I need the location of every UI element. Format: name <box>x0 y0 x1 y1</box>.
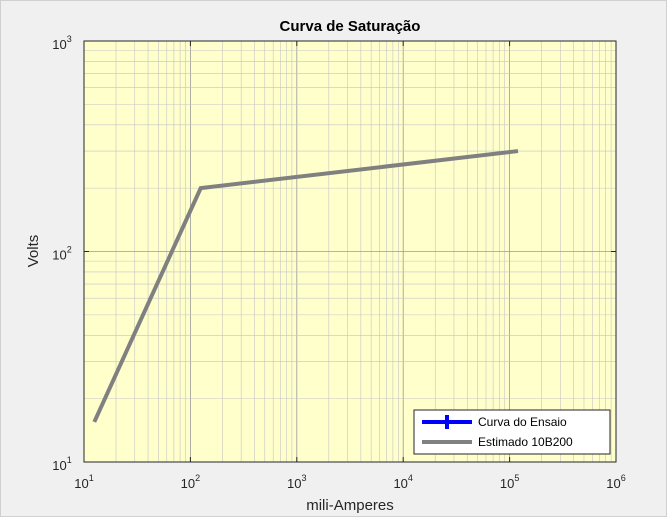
x-tick-label: 106 <box>606 473 625 491</box>
chart-title: Curva de Saturação <box>280 18 421 35</box>
legend-entry-label: Estimado 10B200 <box>478 435 573 449</box>
series-layer <box>92 149 519 423</box>
grid-lines <box>84 41 616 462</box>
x-tick-label: 105 <box>500 473 519 491</box>
series-line-1 <box>92 149 519 423</box>
x-axis-label: mili-Amperes <box>306 497 394 514</box>
y-tick-label: 103 <box>52 34 71 52</box>
y-tick-label: 102 <box>52 245 71 263</box>
legend: Curva do Ensaio Estimado 10B200 <box>413 409 611 455</box>
x-tick-label: 104 <box>393 473 412 491</box>
x-tick-label: 101 <box>74 473 93 491</box>
y-tick-label: 101 <box>52 455 71 473</box>
legend-entry-label: Curva do Ensaio <box>478 415 567 429</box>
y-axis-label: Volts <box>25 235 42 268</box>
x-tick-label: 102 <box>181 473 200 491</box>
x-tick-label: 103 <box>287 473 306 491</box>
axis-ticks: 101 102 103 104 105 106 101 102 103 <box>52 34 625 491</box>
